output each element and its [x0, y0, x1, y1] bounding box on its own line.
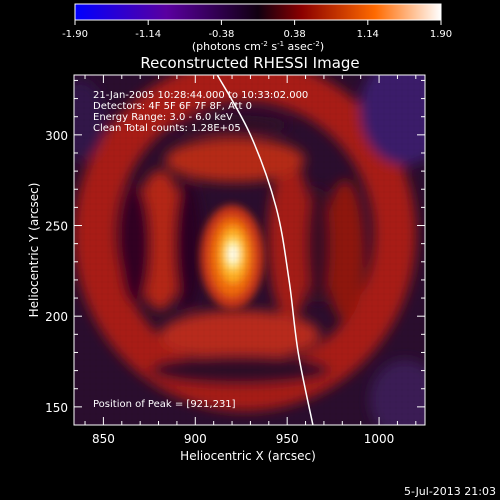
y-axis: 150 200 250 300: [45, 79, 425, 426]
annotation-line: Clean Total counts: 1.28E+05: [93, 123, 241, 134]
x-tick-label: 850: [92, 432, 115, 446]
y-tick-label: 250: [45, 220, 68, 234]
annotation-line: Energy Range: 3.0 - 6.0 keV: [93, 112, 233, 123]
plot-frame: [73, 74, 426, 426]
y-tick-label: 300: [45, 129, 68, 143]
solar-limb-line: [216, 75, 314, 425]
annotation-line: 21-Jan-2005 10:28:44.000 to 10:33:02.000: [93, 90, 308, 101]
y-tick-label: 200: [45, 310, 68, 324]
colorbar-unit-label: (photons cm-2 s-1 asec-2): [192, 40, 324, 53]
colorbar-gradient: [74, 3, 442, 21]
x-tick-label: 900: [184, 432, 207, 446]
x-axis-label: Heliocentric X (arcsec): [180, 449, 316, 463]
annotation-block: 21-Jan-2005 10:28:44.000 to 10:33:02.000…: [93, 90, 308, 134]
date-stamp: 5-Jul-2013 21:03: [404, 485, 496, 498]
colorbar-tick-label: 1.14: [357, 29, 379, 40]
colorbar: -1.90 -1.14 -0.38 0.38 1.14 1.90 (photons cm-…: [62, 3, 452, 53]
peak-position-label: Position of Peak = [921,231]: [93, 399, 236, 410]
heatmap-image: [74, 75, 425, 425]
y-tick-label: 150: [45, 401, 68, 415]
colorbar-tick-label: -0.38: [208, 29, 234, 40]
colorbar-tick-label: -1.14: [135, 29, 161, 40]
annotation-line: Detectors: 4F 5F 6F 7F 8F, Att 0: [93, 101, 252, 112]
colorbar-tick-label: 0.38: [283, 29, 305, 40]
colorbar-tick-label: -1.90: [62, 29, 88, 40]
x-tick-label: 1000: [364, 432, 395, 446]
colorbar-tick-label: 1.90: [430, 29, 452, 40]
y-axis-label: Heliocentric Y (arcsec): [27, 183, 41, 318]
colorbar-ticks: -1.90 -1.14 -0.38 0.38 1.14 1.90: [62, 20, 452, 40]
x-axis: 850 900 950 1000: [84, 75, 417, 446]
x-tick-label: 950: [276, 432, 299, 446]
chart-title: Reconstructed RHESSI Image: [140, 54, 359, 72]
